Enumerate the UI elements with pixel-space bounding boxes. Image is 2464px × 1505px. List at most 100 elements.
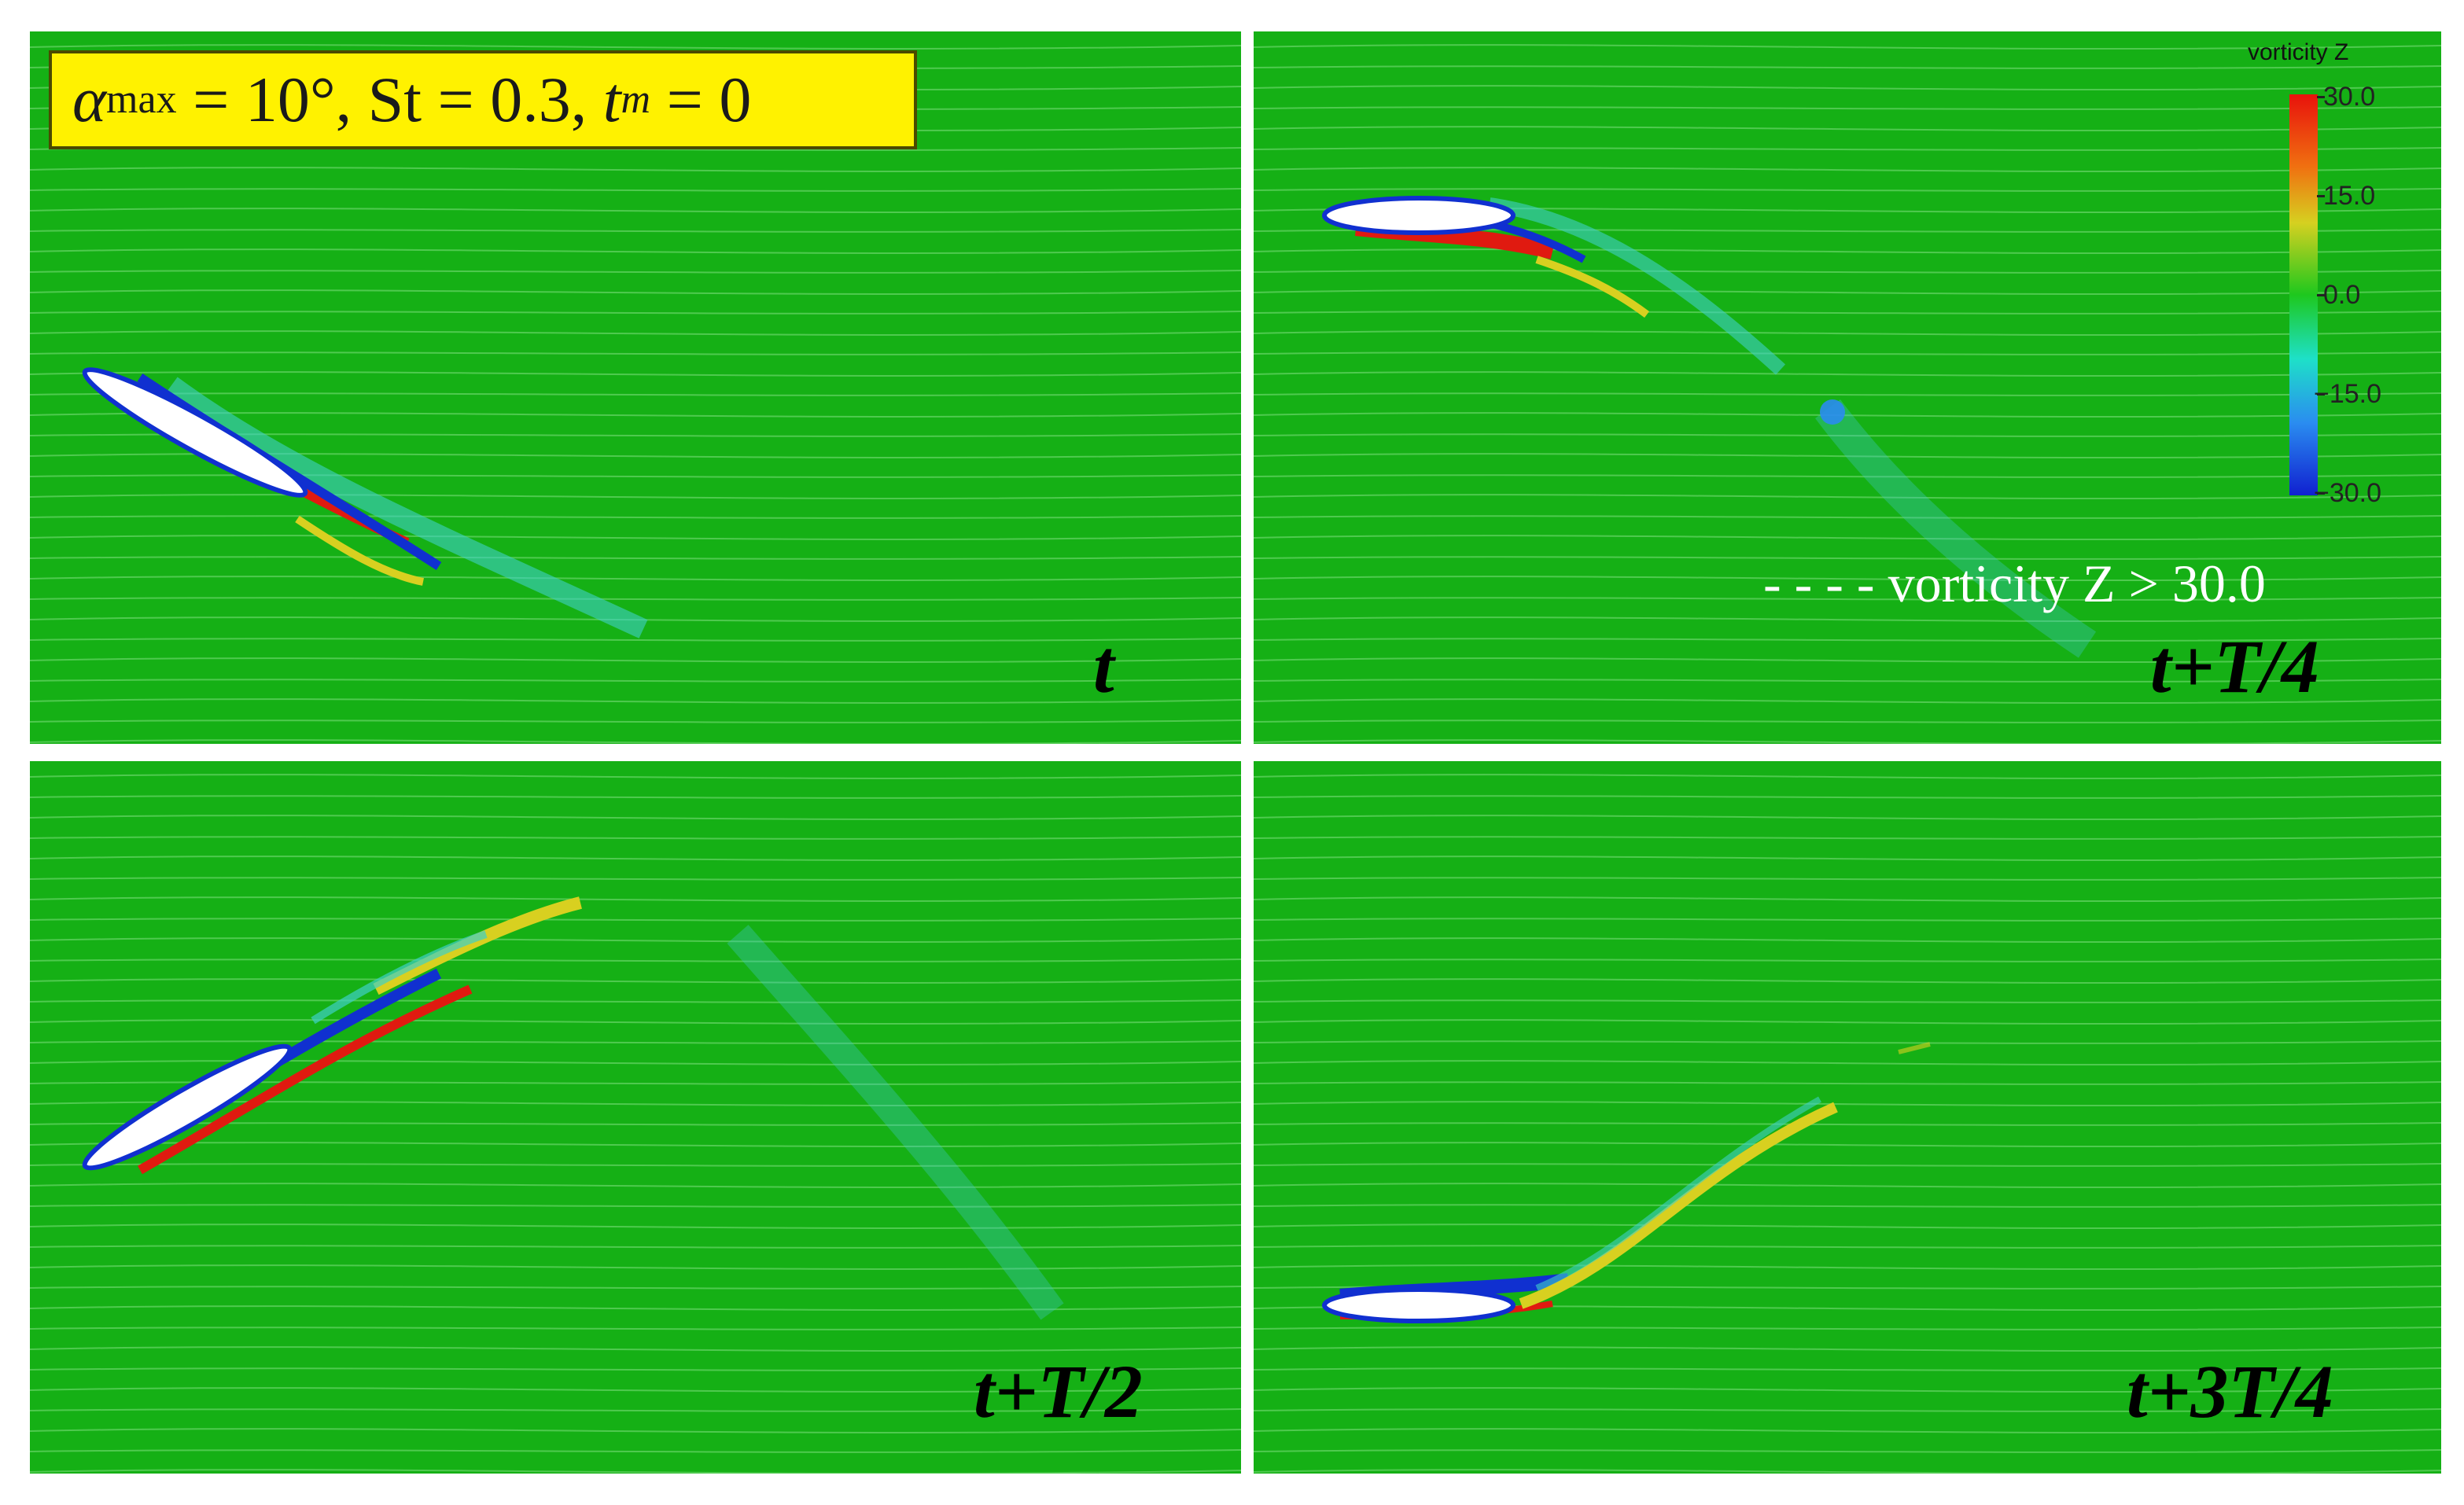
streamline: [30, 1204, 1241, 1208]
streamline: [1254, 1142, 2441, 1147]
streamline: [1254, 1387, 2441, 1393]
streamline: [1254, 978, 2441, 984]
time-label-t: t: [1093, 624, 1114, 708]
alpha-subscript: max: [106, 77, 177, 122]
streamline: [30, 535, 1241, 540]
wake-yellow: [373, 896, 582, 995]
streamline: [30, 1245, 1241, 1249]
streamline: [1254, 330, 2441, 336]
streamline: [1254, 44, 2441, 50]
wake-shear-layer: [1488, 197, 1786, 375]
streamline: [1254, 270, 2441, 274]
streamline: [1254, 188, 2441, 192]
alpha-symbol: α: [72, 64, 107, 135]
streamline: [1254, 1040, 2441, 1044]
time-label-t-plus-quarter: t+T/4: [2150, 624, 2319, 708]
streamline: [1254, 1367, 2441, 1371]
tm-subscript: m: [621, 77, 651, 122]
streamline: [30, 1286, 1241, 1290]
colorbar-title: vorticity Z: [2248, 39, 2349, 65]
streamline: [30, 616, 1241, 622]
streamline: [30, 657, 1241, 663]
streamline: [1254, 453, 2441, 458]
streamline: [30, 188, 1241, 192]
streamline: [30, 248, 1241, 254]
streamline: [1254, 535, 2441, 540]
panel-t-plus-three-quarter: t+3T/4: [1254, 761, 2441, 1474]
streamline: [30, 1142, 1241, 1147]
streamline: [1254, 1449, 2441, 1453]
streamline: [1254, 392, 2441, 396]
streamline: [1254, 795, 2441, 799]
streamline: [1254, 515, 2441, 519]
streamline: [1254, 1163, 2441, 1167]
wake-yellow: [1519, 1102, 1838, 1309]
streamline: [30, 515, 1241, 519]
streamline: [30, 638, 1241, 642]
streamline: [1254, 576, 2441, 581]
streamline: [30, 999, 1241, 1003]
streamline: [1254, 657, 2441, 663]
vorticity-field-t-plus-three-quarter: [1254, 774, 2441, 1474]
streamline: [1254, 698, 2441, 704]
streamline: [30, 1163, 1241, 1167]
time-label-t-plus-three-quarter: t+3T/4: [2127, 1349, 2333, 1433]
streamline: [30, 311, 1241, 315]
streamline: [30, 44, 1241, 50]
time-label-t-plus-half: t+T/2: [974, 1349, 1143, 1433]
colorbar-tickmark: [2317, 492, 2325, 495]
streamline: [30, 978, 1241, 984]
streamline: [30, 1327, 1241, 1330]
streamline: [1254, 918, 2441, 922]
streamline: [30, 1183, 1241, 1188]
streamline: [1254, 126, 2441, 131]
streamline: [30, 556, 1241, 560]
colorbar-tick-neg15: −15.0: [2314, 379, 2382, 409]
streamline: [1254, 556, 2441, 560]
streamline: [1254, 1469, 2441, 1474]
colorbar-tickmark: [2317, 294, 2325, 296]
streamline: [30, 959, 1241, 962]
streamlines: [1254, 774, 2441, 1474]
streamline: [1254, 85, 2441, 90]
streamline: [1254, 877, 2441, 881]
streamline: [30, 918, 1241, 922]
streamline: [1254, 1428, 2441, 1433]
streamline: [1254, 433, 2441, 437]
streamline: [1254, 774, 2441, 779]
streamline: [30, 371, 1241, 377]
streamline: [30, 1346, 1241, 1352]
airfoil: [1322, 196, 1516, 235]
wake-cyan: [1535, 1096, 1821, 1291]
tm-value: = 0: [650, 64, 752, 135]
streamline: [1254, 1245, 2441, 1249]
streamline: [30, 597, 1241, 601]
streamline: [30, 330, 1241, 336]
streamlines: [30, 44, 1241, 744]
streamline: [1254, 106, 2441, 110]
streamline: [30, 1387, 1241, 1393]
streamline: [1254, 248, 2441, 254]
streamline: [1254, 815, 2441, 820]
shed-vortex: [1820, 399, 1845, 425]
streamline: [1254, 311, 2441, 315]
streamline: [30, 1367, 1241, 1371]
streamline: [30, 1305, 1241, 1311]
wake-yellow: [1535, 256, 1649, 318]
streamline: [30, 774, 1241, 779]
streamline: [30, 1264, 1241, 1270]
streamline: [1254, 494, 2441, 499]
airfoil: [82, 1043, 293, 1171]
streamline: [1254, 638, 2441, 642]
streamline: [1254, 597, 2441, 601]
streamline: [30, 815, 1241, 820]
colorbar-tickmark: [2317, 393, 2325, 396]
streamline: [30, 896, 1241, 902]
airfoil: [82, 367, 308, 498]
streamline: [30, 1224, 1241, 1229]
streamline: [1254, 1204, 2441, 1208]
streamline: [1254, 147, 2441, 151]
wake-cyan: [311, 930, 488, 1025]
colorbar-tick-15: 15.0: [2323, 181, 2376, 211]
